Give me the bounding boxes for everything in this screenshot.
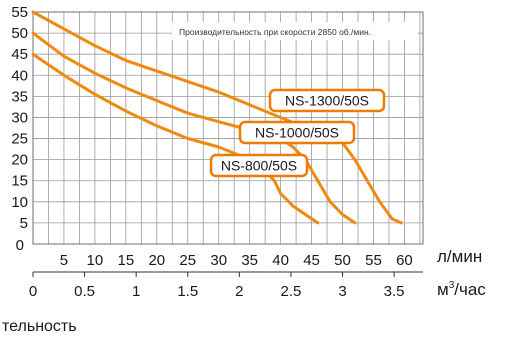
series-label-text: NS-800/50S: [221, 158, 297, 174]
series-label-box: [209, 153, 309, 178]
x-tick-label: 45: [303, 252, 320, 269]
y-tick-label: 50: [11, 25, 28, 42]
x2-tick-label: 0: [29, 283, 37, 300]
y-tick-label: 40: [11, 67, 28, 84]
x-tick-label: 50: [334, 252, 351, 269]
y-tick-label: 20: [11, 152, 28, 169]
x2-tick-label: 3: [338, 283, 346, 300]
x-tick-label: 30: [210, 252, 227, 269]
y-tick-label: 15: [11, 173, 28, 190]
x2-tick-label: 2.5: [281, 283, 302, 300]
y-zero-label: 0: [16, 237, 24, 254]
x-axis-unit: л/мин: [437, 247, 482, 266]
y-tick-label: 10: [11, 194, 28, 211]
x2-unit-base: м: [437, 280, 449, 299]
series-label-box: [238, 120, 356, 145]
series-labels: NS-1300/50S NS-1000/50S NS-800/50S: [209, 88, 386, 178]
x2-tick-label: 0.5: [74, 283, 95, 300]
annotation-text: Производительность при скорости 2850 об.…: [179, 27, 371, 37]
x2-tick-label: 2: [235, 283, 243, 300]
x-tick-label: 20: [148, 252, 165, 269]
x-tick-label: 40: [272, 252, 289, 269]
y-tick-label: 35: [11, 88, 28, 105]
y-tick-label: 45: [11, 46, 28, 63]
x-tick-label: 5: [60, 252, 68, 269]
y-tick-label: 30: [11, 109, 28, 126]
x-tick-label: 15: [118, 252, 135, 269]
series-label-text: NS-1000/50S: [255, 125, 339, 141]
grid: [33, 11, 423, 244]
x-tick-label: 60: [396, 252, 413, 269]
x2-axis-unit: м3/час: [437, 280, 486, 299]
series-label-box: [268, 88, 386, 113]
curve-ns-1300-50s: [31, 10, 403, 225]
x2-tick-label: 1: [132, 283, 140, 300]
x2-tick-label: 1.5: [177, 283, 198, 300]
x2-unit-rest: /час: [454, 280, 486, 299]
x2-unit-sup: 3: [449, 280, 455, 291]
y-tick-label: 55: [11, 4, 28, 21]
x-tick-label: 55: [365, 252, 382, 269]
y-tick-label: 5: [20, 215, 28, 232]
x-tick-label: 10: [87, 252, 104, 269]
x-tick-label: 35: [241, 252, 258, 269]
x2-tick-label: 3.5: [384, 283, 405, 300]
curve-ns-800-50s: [31, 52, 320, 225]
annotation-background: [172, 22, 418, 40]
y-tick-label: 25: [11, 131, 28, 148]
series-label-text: NS-1300/50S: [285, 93, 369, 109]
cut-off-caption: тельность: [2, 318, 77, 335]
plot-frame: [32, 11, 424, 245]
x-tick-label: 25: [179, 252, 196, 269]
